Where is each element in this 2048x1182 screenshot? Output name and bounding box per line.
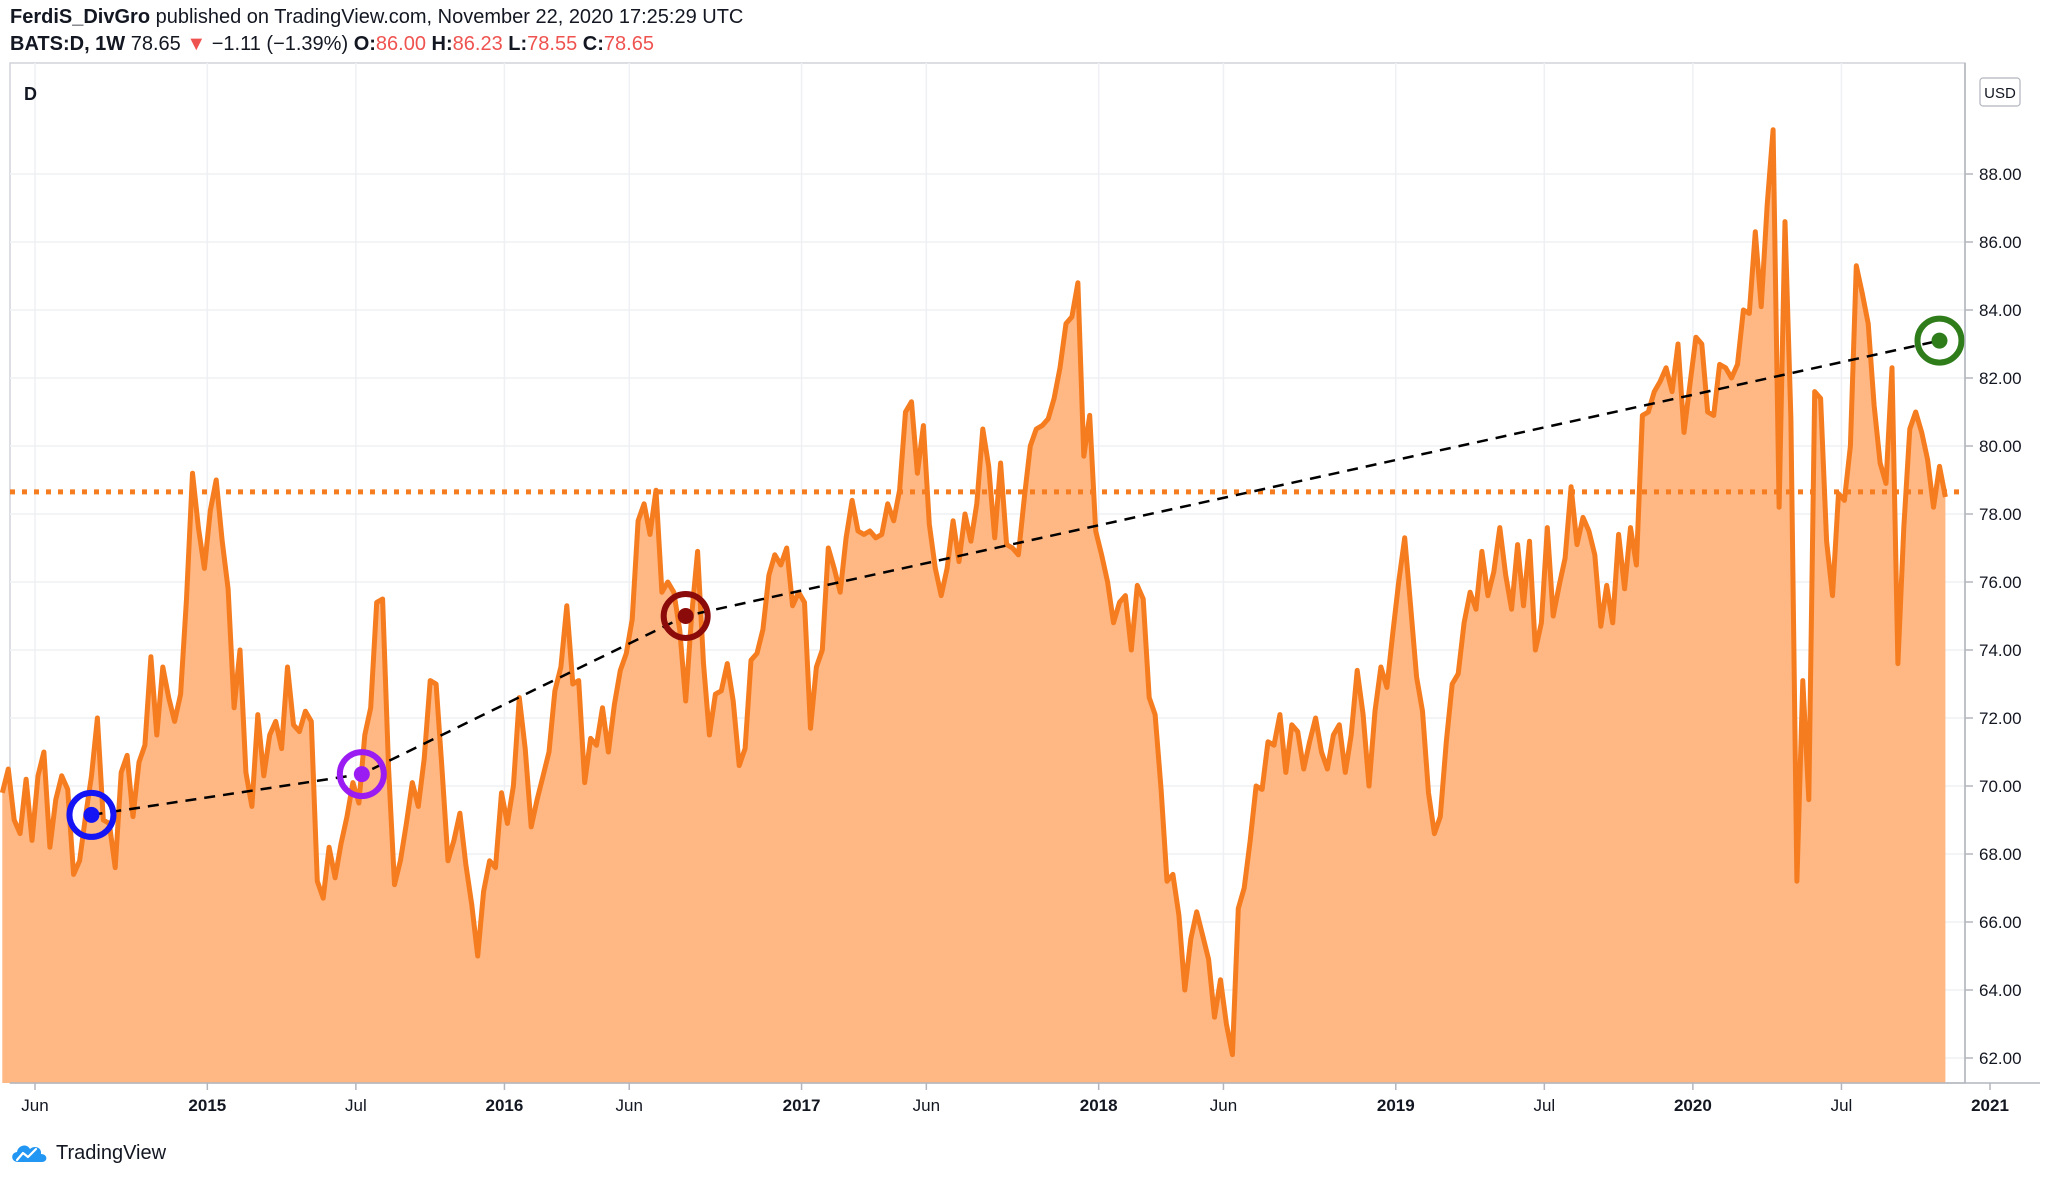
x-tick-label: 2019 (1377, 1096, 1415, 1115)
x-tick-label: 2018 (1080, 1096, 1118, 1115)
symbol-label: BATS:D, 1W (10, 33, 126, 55)
y-tick-label: 66.00 (1979, 913, 2022, 932)
ohlc-legend: BATS:D, 1W 78.65 ▼ −1.11 (−1.39%) O:86.0… (10, 33, 654, 56)
high-value: 86.23 (452, 33, 503, 55)
price-line[interactable] (0, 127, 1948, 1058)
close-label: C: (582, 33, 604, 55)
marker-dot (353, 766, 370, 783)
y-tick-label: 84.00 (1979, 301, 2022, 320)
x-tick-label: Jul (345, 1096, 367, 1115)
high-label: H: (431, 33, 453, 55)
x-tick-label: 2016 (486, 1096, 524, 1115)
y-tick-label: 88.00 (1979, 165, 2022, 184)
y-tick-label: 64.00 (1979, 981, 2022, 1000)
last-price: 78.65 (130, 33, 181, 55)
y-tick-label: 68.00 (1979, 845, 2022, 864)
footer-brand[interactable]: TradingView (8, 1140, 166, 1166)
y-tick-label: 76.00 (1979, 573, 2022, 592)
open-value: 86.00 (375, 33, 426, 55)
down-arrow-icon: ▼ (186, 33, 207, 55)
x-tick-label: Jun (1210, 1096, 1237, 1115)
y-tick-label: 86.00 (1979, 233, 2022, 252)
marker-ring[interactable] (660, 591, 711, 641)
y-tick-label: 70.00 (1979, 777, 2022, 796)
marker-ring[interactable] (1914, 315, 1965, 366)
currency-label: USD (1984, 85, 2016, 102)
close-value: 78.65 (603, 33, 654, 55)
y-tick-label: 74.00 (1979, 641, 2022, 660)
y-tick-label: 62.00 (1979, 1049, 2022, 1068)
y-tick-label: 82.00 (1979, 369, 2022, 388)
publish-info: FerdiS_DivGro published on TradingView.c… (10, 6, 743, 29)
marker-ring[interactable] (336, 749, 387, 800)
price-area (2, 129, 1946, 1084)
y-tick-label: 72.00 (1979, 709, 2022, 728)
low-value: 78.55 (527, 33, 578, 55)
marker-dot (83, 806, 100, 823)
low-label: L: (508, 33, 528, 55)
x-tick-label: 2015 (188, 1096, 226, 1115)
time-axis[interactable]: Jun 2015 Jul 2016 Jun 2017 Jun 2018 Jun 2019 Jul 20… (21, 1083, 2009, 1115)
y-tick-label: 80.00 (1979, 437, 2022, 456)
y-tick-label: 78.00 (1979, 505, 2022, 524)
price-change: −1.11 (−1.39%) (211, 33, 349, 55)
x-tick-label: 2021 (1971, 1096, 2009, 1115)
x-tick-label: 2020 (1674, 1096, 1712, 1115)
marker-ring[interactable] (66, 789, 117, 840)
published-text: published on TradingView.com, November 2… (155, 6, 744, 28)
author-name[interactable]: FerdiS_DivGro (10, 6, 151, 28)
x-tick-label: Jun (21, 1096, 48, 1115)
trend-line[interactable] (91, 339, 1940, 817)
x-tick-label: Jun (616, 1096, 643, 1115)
x-tick-label: Jun (913, 1096, 940, 1115)
x-tick-label: Jul (1831, 1096, 1853, 1115)
price-axis[interactable]: 62.00 64.00 66.00 68.00 70.00 72.00 74.00 76.00… (1965, 165, 2022, 1068)
open-label: O: (353, 33, 376, 55)
brand-name: TradingView (56, 1141, 167, 1164)
marker-dot (677, 608, 694, 624)
circle-markers (66, 315, 1965, 840)
x-tick-label: 2017 (783, 1096, 821, 1115)
pane-label: D (24, 84, 37, 104)
currency-badge[interactable] (1979, 77, 2021, 107)
tradingview-cloud-icon (12, 1145, 47, 1162)
marker-dot (1931, 332, 1948, 349)
x-tick-label: Jul (1533, 1096, 1555, 1115)
